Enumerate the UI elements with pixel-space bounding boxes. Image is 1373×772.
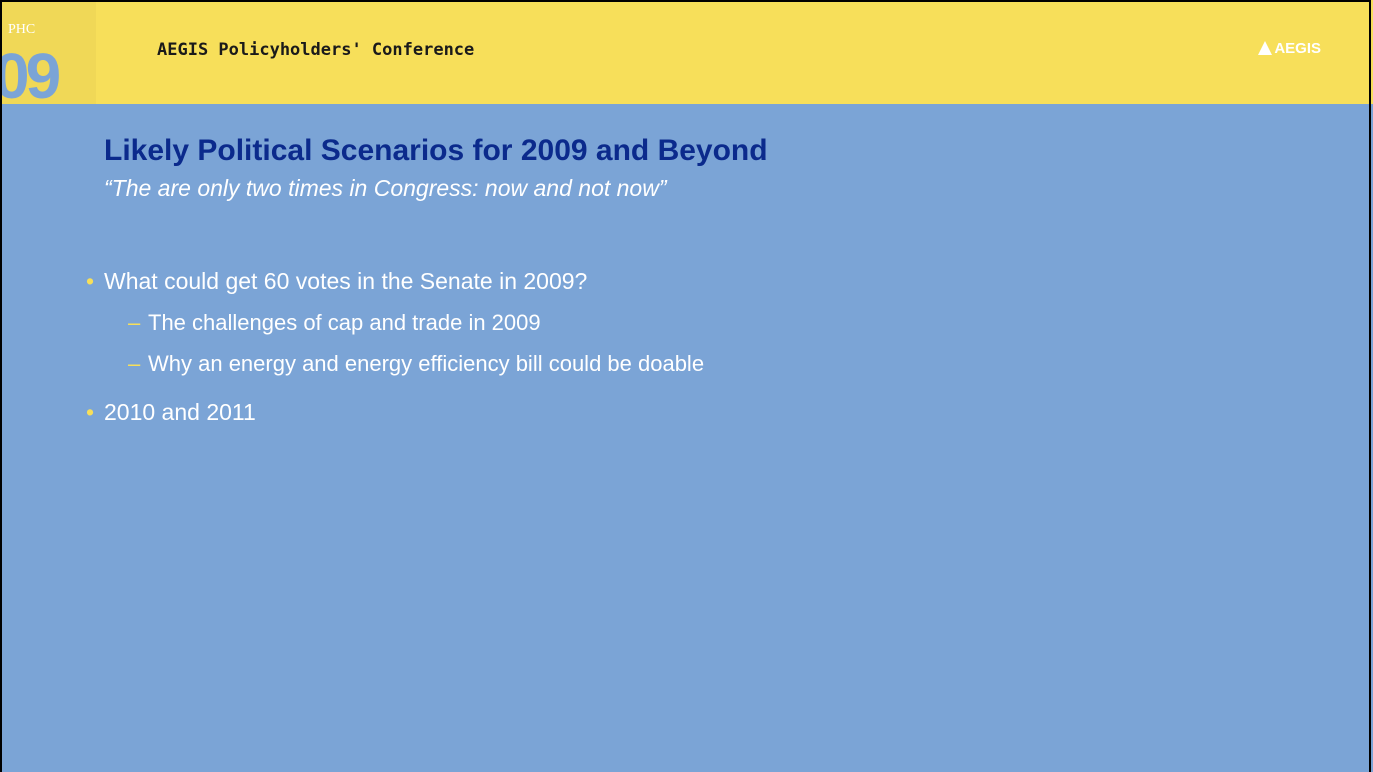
conference-name: AEGIS Policyholders' Conference [157, 40, 475, 60]
bullet-list: What could get 60 votes in the Senate in… [86, 268, 704, 426]
slide-subtitle: “The are only two times in Congress: now… [104, 175, 667, 201]
slide-title: Likely Political Scenarios for 2009 and … [104, 134, 768, 167]
header: PHC 09 AEGIS Policyholders' Conference A… [0, 0, 1373, 108]
logo: AEGIS [1257, 40, 1321, 57]
badge-label: PHC [8, 22, 36, 37]
logo-icon [1258, 41, 1273, 55]
badge: PHC 09 [0, 0, 96, 108]
sub-bullet: The challenges of cap and trade in 2009 [104, 310, 704, 336]
bullet: 2010 and 2011 [86, 399, 704, 426]
sub-bullet: Why an energy and energy efficiency bill… [104, 351, 704, 377]
bullet: What could get 60 votes in the Senate in… [86, 268, 704, 295]
badge-number: 09 [0, 40, 61, 112]
logo-text: AEGIS [1274, 40, 1321, 57]
